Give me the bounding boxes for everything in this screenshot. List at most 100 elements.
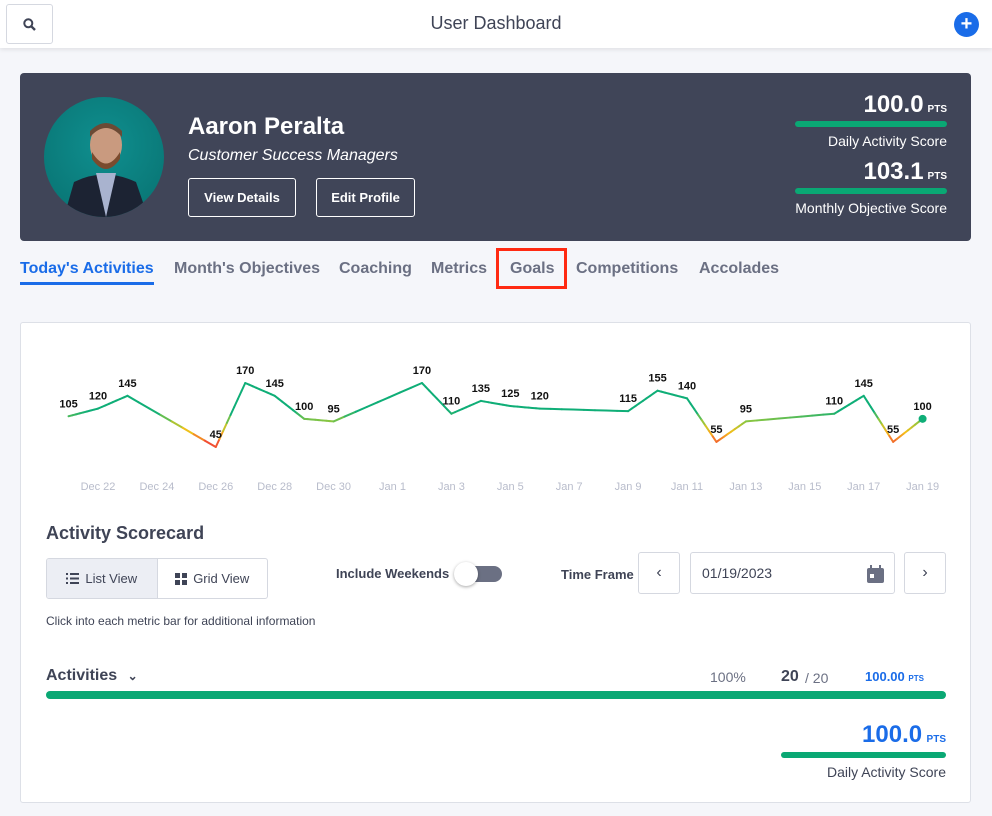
line-segment xyxy=(367,402,378,407)
line-segment xyxy=(823,414,834,415)
calendar-icon[interactable] xyxy=(867,565,884,583)
x-tick-label: Dec 30 xyxy=(316,481,351,493)
points-value: 100.00 xyxy=(865,669,905,684)
line-segment xyxy=(389,393,400,398)
next-date-button[interactable]: › xyxy=(904,552,946,594)
line-segment xyxy=(889,436,893,442)
data-label: 100 xyxy=(913,401,931,413)
line-segment xyxy=(242,383,246,391)
list-icon xyxy=(66,573,79,584)
data-label: 120 xyxy=(89,391,107,403)
chevron-left-icon: ‹ xyxy=(656,564,661,582)
time-frame-label: Time Frame xyxy=(561,567,634,582)
include-weekends-toggle[interactable] xyxy=(458,566,502,582)
line-segment xyxy=(234,399,238,407)
x-tick-label: Jan 17 xyxy=(847,481,880,493)
line-segment xyxy=(223,423,227,431)
chevron-right-icon: › xyxy=(922,564,927,582)
data-label: 145 xyxy=(266,378,284,390)
include-weekends-label: Include Weekends xyxy=(336,566,449,581)
data-label: 155 xyxy=(648,373,666,385)
activities-points: 100.00 PTS xyxy=(865,669,924,684)
list-view-button[interactable]: List View xyxy=(47,559,158,598)
line-segment xyxy=(878,419,882,425)
data-label: 100 xyxy=(295,401,313,413)
data-label: 95 xyxy=(327,403,339,415)
grid-view-label: Grid View xyxy=(193,571,249,586)
line-segment xyxy=(194,434,205,440)
activities-total: / 20 xyxy=(805,670,828,686)
x-tick-label: Jan 9 xyxy=(615,481,642,493)
data-label: 115 xyxy=(619,393,637,405)
x-tick-label: Jan 3 xyxy=(438,481,465,493)
line-segment xyxy=(411,383,422,388)
line-segment xyxy=(345,412,356,417)
line-segment xyxy=(238,391,242,399)
x-tick-label: Jan 1 xyxy=(379,481,406,493)
data-label: 145 xyxy=(855,378,873,390)
data-label: 55 xyxy=(887,424,899,436)
line-segment xyxy=(127,396,138,402)
data-label: 110 xyxy=(825,396,843,408)
date-value: 01/19/2023 xyxy=(702,565,772,581)
grid-view-button[interactable]: Grid View xyxy=(158,559,268,598)
summary-label: Daily Activity Score xyxy=(827,764,946,780)
line-segment xyxy=(161,415,172,421)
x-tick-label: Dec 26 xyxy=(198,481,233,493)
line-segment xyxy=(138,402,149,408)
x-tick-label: Jan 15 xyxy=(788,481,821,493)
grid-icon xyxy=(175,573,187,585)
line-segment xyxy=(864,396,868,402)
activities-progress-bar[interactable] xyxy=(46,691,946,699)
toggle-knob xyxy=(454,562,478,586)
x-tick-label: Jan 11 xyxy=(671,481,703,493)
line-segment xyxy=(779,418,790,419)
data-label: 45 xyxy=(210,429,222,441)
summary-unit: PTS xyxy=(927,734,946,745)
scorecard-title: Activity Scorecard xyxy=(46,523,204,544)
view-toggle: List View Grid View xyxy=(46,558,268,599)
line-segment xyxy=(746,420,757,421)
data-label: 120 xyxy=(531,391,549,403)
line-segment xyxy=(871,407,875,413)
line-segment xyxy=(231,407,235,415)
chevron-down-icon: ⌄ xyxy=(128,669,138,683)
prev-date-button[interactable]: ‹ xyxy=(638,552,680,594)
data-label: 170 xyxy=(413,365,431,377)
x-tick-label: Jan 7 xyxy=(556,481,583,493)
summary-value: 100.0 xyxy=(862,721,922,748)
data-label: 170 xyxy=(236,365,254,377)
line-segment xyxy=(801,416,812,417)
line-segment xyxy=(867,402,871,408)
activities-percent: 100% xyxy=(710,669,746,685)
line-segment xyxy=(882,425,886,431)
activities-count: 20 xyxy=(781,668,799,686)
last-point-marker[interactable] xyxy=(919,415,927,423)
data-label: 135 xyxy=(472,383,490,395)
line-segment xyxy=(227,415,231,423)
date-input[interactable]: 01/19/2023 xyxy=(690,552,895,594)
line-segment xyxy=(205,441,216,447)
line-segment xyxy=(183,428,194,434)
line-segment xyxy=(875,413,879,419)
line-segment xyxy=(334,417,345,422)
data-label: 55 xyxy=(710,424,722,436)
line-segment xyxy=(378,397,389,402)
data-label: 145 xyxy=(118,378,136,390)
x-tick-label: Jan 19 xyxy=(906,481,939,493)
scorecard-hint: Click into each metric bar for additiona… xyxy=(46,614,315,628)
summary-bar xyxy=(781,752,946,758)
x-tick-label: Jan 5 xyxy=(497,481,524,493)
activities-label: Activities xyxy=(46,667,117,684)
x-tick-label: Dec 28 xyxy=(257,481,292,493)
data-label: 110 xyxy=(443,396,461,408)
data-label: 95 xyxy=(740,403,752,415)
x-tick-label: Dec 22 xyxy=(81,481,116,493)
line-segment xyxy=(812,415,823,416)
points-unit: PTS xyxy=(908,674,924,683)
activities-section-toggle[interactable]: Activities ⌄ xyxy=(46,667,138,685)
line-segment xyxy=(400,388,411,393)
summary-score: 100.0 PTS xyxy=(862,721,946,749)
line-segment xyxy=(150,409,161,415)
